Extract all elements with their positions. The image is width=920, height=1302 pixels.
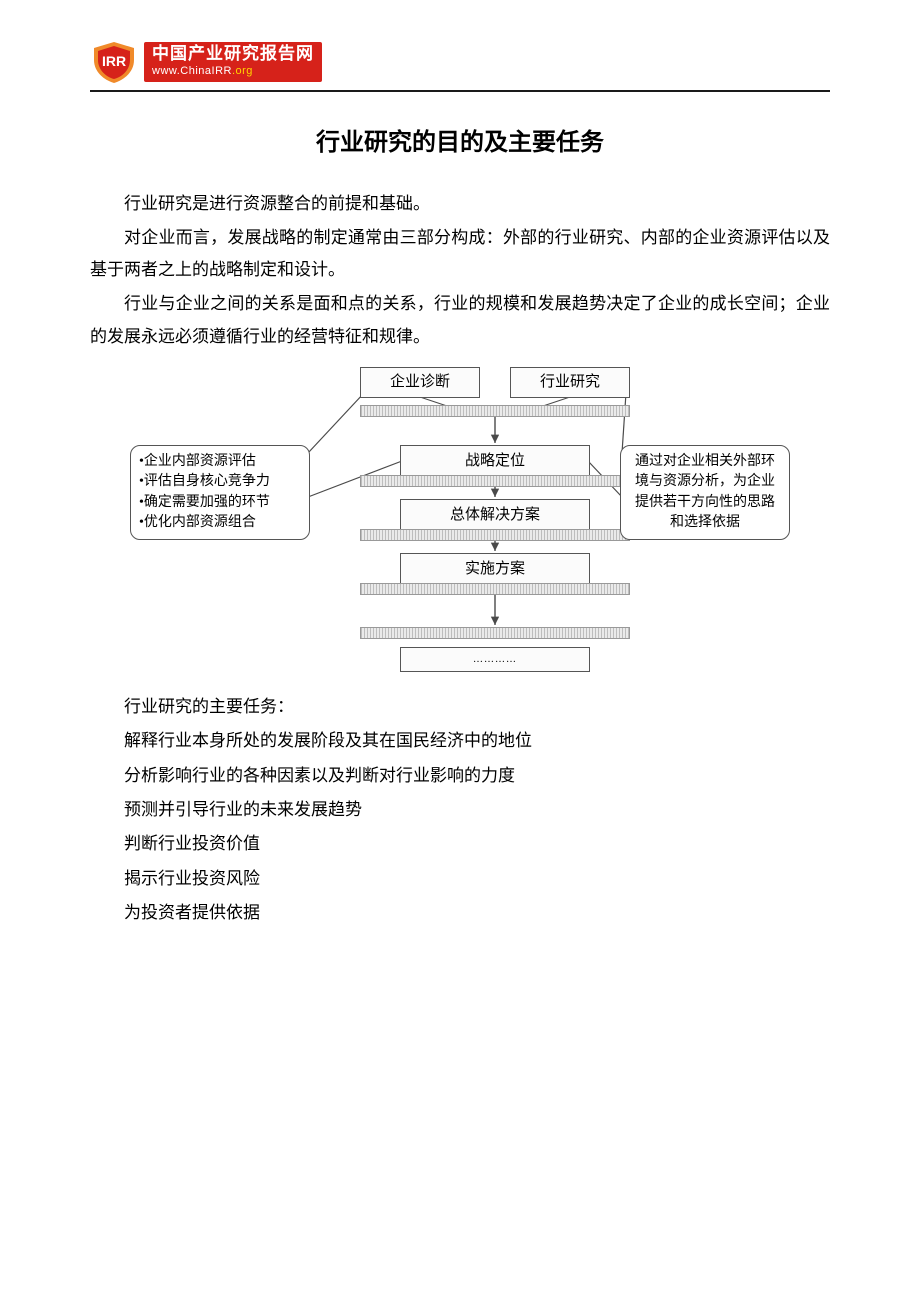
task-item: 揭示行业投资风险	[90, 863, 830, 895]
flow-callout-left: •企业内部资源评估 •评估自身核心竞争力 •确定需要加强的环节 •优化内部资源组…	[130, 445, 310, 540]
callout-line: •企业内部资源评估	[139, 452, 301, 472]
logo-cn-name: 中国产业研究报告网	[152, 44, 314, 64]
header-rule	[90, 90, 830, 92]
flow-shade-bar	[360, 583, 630, 595]
task-item: 预测并引导行业的未来发展趋势	[90, 794, 830, 826]
callout-line: •优化内部资源组合	[139, 513, 301, 533]
strategy-flowchart: 企业诊断 行业研究 战略定位 总体解决方案 实施方案 ………… •企业内部资源评…	[130, 367, 790, 677]
task-item: 判断行业投资价值	[90, 828, 830, 860]
flow-shade-bar	[360, 529, 630, 541]
callout-line: •确定需要加强的环节	[139, 493, 301, 513]
paragraph: 对企业而言，发展战略的制定通常由三部分构成：外部的行业研究、内部的企业资源评估以…	[90, 222, 830, 287]
flow-shade-bar	[360, 475, 630, 487]
flow-node-implementation: 实施方案	[400, 553, 590, 587]
flow-node-enterprise-diagnosis: 企业诊断	[360, 367, 480, 398]
logo-text-block: 中国产业研究报告网 www.ChinaIRR.org	[144, 42, 322, 82]
paragraph: 行业研究是进行资源整合的前提和基础。	[90, 188, 830, 220]
logo-url: www.ChinaIRR.org	[152, 65, 314, 78]
flow-node-strategy-positioning: 战略定位	[400, 445, 590, 479]
task-item: 分析影响行业的各种因素以及判断对行业影响的力度	[90, 760, 830, 792]
task-item: 为投资者提供依据	[90, 897, 830, 929]
paragraph: 行业与企业之间的关系是面和点的关系，行业的规模和发展趋势决定了企业的成长空间；企…	[90, 288, 830, 353]
task-item: 解释行业本身所处的发展阶段及其在国民经济中的地位	[90, 725, 830, 757]
flow-node-industry-research: 行业研究	[510, 367, 630, 398]
page-title: 行业研究的目的及主要任务	[90, 120, 830, 166]
flow-node-ellipsis: …………	[400, 647, 590, 672]
flow-node-overall-solution: 总体解决方案	[400, 499, 590, 533]
logo-bar: IRR 中国产业研究报告网 www.ChinaIRR.org	[90, 40, 830, 84]
logo-shield-icon: IRR	[90, 40, 138, 84]
flow-shade-bar	[360, 627, 630, 639]
logo-badge-text: IRR	[102, 53, 126, 69]
flow-callout-right: 通过对企业相关外部环境与资源分析，为企业提供若干方向性的思路和选择依据	[620, 445, 790, 540]
tasks-heading: 行业研究的主要任务：	[90, 691, 830, 723]
callout-line: •评估自身核心竞争力	[139, 472, 301, 492]
flow-shade-bar	[360, 405, 630, 417]
